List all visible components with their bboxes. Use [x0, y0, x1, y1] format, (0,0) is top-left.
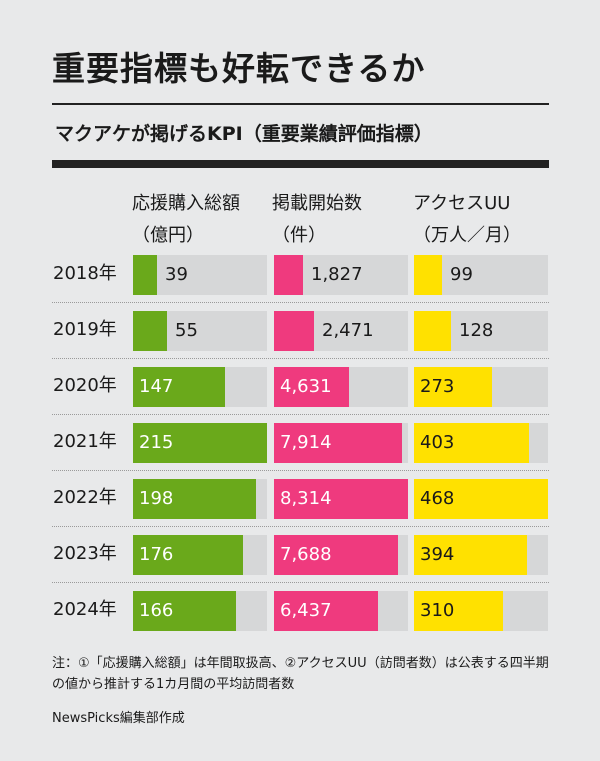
bar-track-support: 147 — [133, 367, 267, 407]
bar-listings — [274, 535, 398, 575]
bar-track-listings: 7,688 — [274, 535, 408, 575]
bar-listings — [274, 423, 402, 463]
bar-track-access: 99 — [414, 255, 548, 295]
data-label: 147 — [139, 376, 174, 397]
row-separator — [52, 358, 549, 359]
row-separator — [52, 526, 549, 527]
bar-track-support: 166 — [133, 591, 267, 631]
column-unit: （件） — [272, 225, 326, 246]
bar-track-access: 403 — [414, 423, 548, 463]
bar-access — [414, 591, 503, 631]
bar-listings — [274, 479, 408, 519]
bar-track-access: 128 — [414, 311, 548, 351]
bar-access — [414, 423, 529, 463]
credit: NewsPicks編集部作成 — [52, 711, 185, 726]
row-separator — [52, 470, 549, 471]
bar-track-listings: 1,827 — [274, 255, 408, 295]
column-label: 掲載開始数 — [272, 193, 362, 214]
bar-track-support: 198 — [133, 479, 267, 519]
bar-track-access: 310 — [414, 591, 548, 631]
bar-track-access: 468 — [414, 479, 548, 519]
year-label: 2021年 — [53, 431, 117, 452]
bar-track-listings: 6,437 — [274, 591, 408, 631]
bar-track-listings: 2,471 — [274, 311, 408, 351]
bar-support — [133, 255, 157, 295]
year-label: 2019年 — [53, 319, 117, 340]
bar-track-access: 394 — [414, 535, 548, 575]
bar-listings — [274, 367, 349, 407]
year-label: 2022年 — [53, 487, 117, 508]
column-label: アクセスUU — [413, 193, 511, 214]
chart-title: 重要指標も好転できるか — [52, 49, 426, 88]
bar-track-listings: 7,914 — [274, 423, 408, 463]
data-label: 1,827 — [311, 264, 363, 285]
year-label: 2024年 — [53, 599, 117, 620]
title-divider — [52, 103, 549, 105]
data-label: 7,914 — [280, 432, 332, 453]
data-label: 99 — [450, 264, 473, 285]
year-label: 2020年 — [53, 375, 117, 396]
column-unit: （万人／月） — [413, 225, 521, 246]
bar-track-support: 215 — [133, 423, 267, 463]
bar-track-support: 39 — [133, 255, 267, 295]
subtitle-divider — [52, 160, 549, 168]
bar-support — [133, 311, 167, 351]
data-label: 7,688 — [280, 544, 332, 565]
bar-track-listings: 4,631 — [274, 367, 408, 407]
bar-listings — [274, 591, 378, 631]
bar-access — [414, 367, 492, 407]
bar-track-access: 273 — [414, 367, 548, 407]
column-header-access: アクセスUU （万人／月） — [413, 188, 521, 252]
bar-access — [414, 535, 527, 575]
bar-access — [414, 479, 548, 519]
year-label: 2018年 — [53, 263, 117, 284]
data-label: 198 — [139, 488, 174, 509]
row-separator — [52, 414, 549, 415]
data-label: 8,314 — [280, 488, 332, 509]
data-label: 6,437 — [280, 600, 332, 621]
data-label: 166 — [139, 600, 174, 621]
column-header-listings: 掲載開始数 （件） — [272, 188, 362, 252]
data-label: 403 — [420, 432, 455, 453]
data-label: 4,631 — [280, 376, 332, 397]
data-label: 310 — [420, 600, 455, 621]
row-separator — [52, 302, 549, 303]
data-label: 215 — [139, 432, 174, 453]
data-label: 273 — [420, 376, 455, 397]
column-label: 応援購入総額 — [132, 193, 240, 214]
bar-track-support: 55 — [133, 311, 267, 351]
bar-support — [133, 479, 256, 519]
data-label: 55 — [175, 320, 198, 341]
bar-support — [133, 591, 236, 631]
column-header-support: 応援購入総額 （億円） — [132, 188, 240, 252]
data-label: 2,471 — [322, 320, 374, 341]
bar-support — [133, 423, 267, 463]
column-unit: （億円） — [132, 225, 204, 246]
footnote: 注：①「応援購入総額」は年間取扱高、②アクセスUU（訪問者数）は公表する四半期の… — [52, 656, 549, 692]
bar-listings — [274, 255, 303, 295]
bar-support — [133, 367, 225, 407]
data-label: 176 — [139, 544, 174, 565]
bar-track-support: 176 — [133, 535, 267, 575]
bar-access — [414, 311, 451, 351]
bar-track-listings: 8,314 — [274, 479, 408, 519]
data-label: 39 — [165, 264, 188, 285]
data-label: 468 — [420, 488, 455, 509]
year-label: 2023年 — [53, 543, 117, 564]
row-separator — [52, 582, 549, 583]
chart-subtitle: マクアケが掲げるKPI（重要業績評価指標） — [55, 123, 433, 145]
data-label: 394 — [420, 544, 455, 565]
bar-support — [133, 535, 243, 575]
data-label: 128 — [459, 320, 494, 341]
bar-access — [414, 255, 442, 295]
bar-listings — [274, 311, 314, 351]
